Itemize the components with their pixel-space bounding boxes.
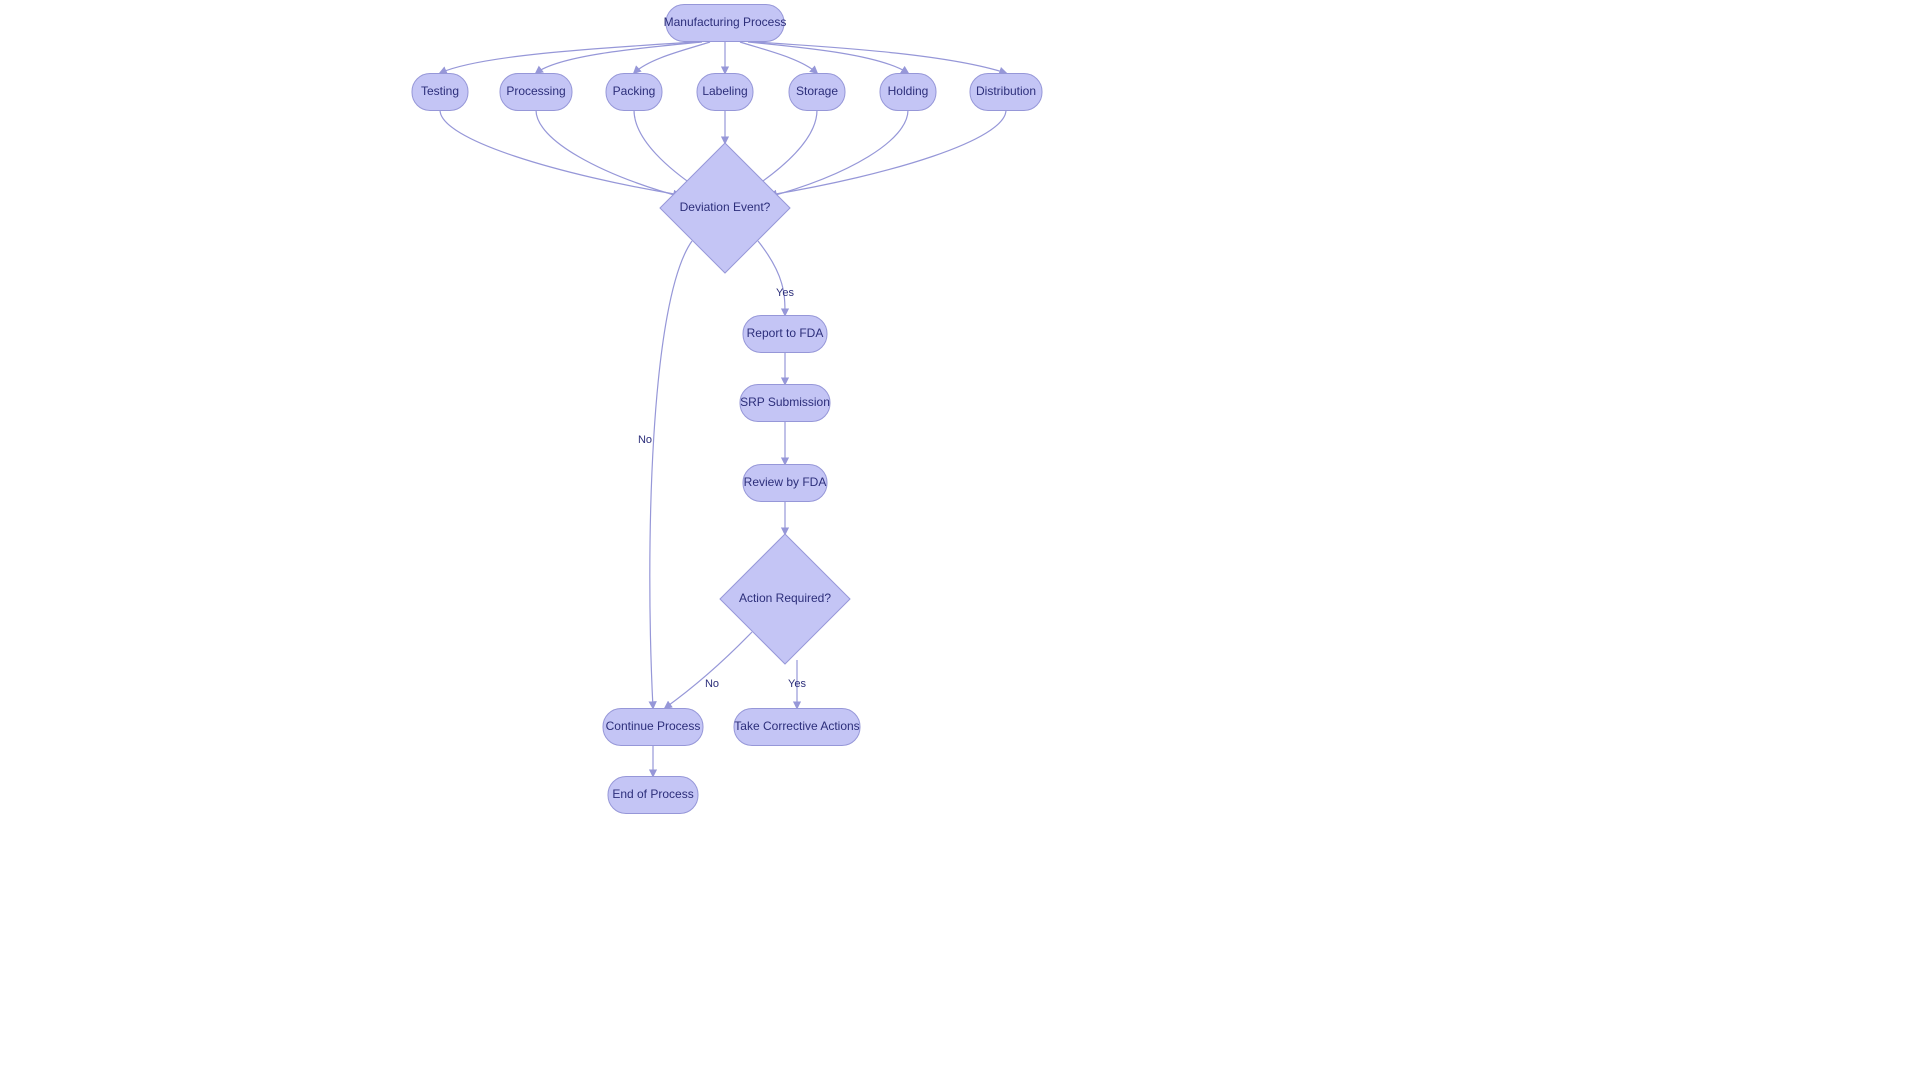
node-storage: Storage <box>789 74 845 111</box>
node-end: End of Process <box>608 777 698 814</box>
node-packing: Packing <box>606 74 662 111</box>
node-srp: SRP Submission <box>740 385 830 422</box>
edge-processing-deviation <box>536 110 685 198</box>
edge-label-deviation-continue: No <box>638 434 652 446</box>
node-label-storage: Storage <box>796 84 838 98</box>
edge-action-continue <box>665 632 752 708</box>
node-dist: Distribution <box>970 74 1042 111</box>
node-label-holding: Holding <box>888 84 929 98</box>
node-label-continue: Continue Process <box>606 719 701 733</box>
node-label-deviation: Deviation Event? <box>680 200 771 214</box>
edge-mfg-storage <box>740 42 817 73</box>
node-label-end: End of Process <box>612 787 693 801</box>
node-label-testing: Testing <box>421 84 459 98</box>
node-label-dist: Distribution <box>976 84 1036 98</box>
node-label-report: Report to FDA <box>747 326 824 340</box>
node-labeling: Labeling <box>697 74 753 111</box>
edge-deviation-continue <box>650 241 692 708</box>
edge-label-action-corrective: Yes <box>788 678 806 690</box>
node-label-corrective: Take Corrective Actions <box>734 719 859 733</box>
flowchart-canvas: Manufacturing Process Testing Processing Pa… <box>0 0 1920 1080</box>
node-report: Report to FDA <box>743 316 827 353</box>
edge-deviation-report <box>758 241 785 315</box>
node-corrective: Take Corrective Actions <box>734 709 860 746</box>
edge-label-action-continue: No <box>705 678 719 690</box>
node-continue: Continue Process <box>603 709 703 746</box>
node-label-review: Review by FDA <box>744 475 827 489</box>
node-label-packing: Packing <box>613 84 656 98</box>
node-label-mfg: Manufacturing Process <box>664 15 787 29</box>
node-deviation: Deviation Event? <box>660 143 790 273</box>
edge-dist-deviation <box>770 110 1006 195</box>
edge-label-deviation-report: Yes <box>776 287 794 299</box>
node-processing: Processing <box>500 74 572 111</box>
node-label-processing: Processing <box>506 84 565 98</box>
node-mfg: Manufacturing Process <box>664 5 787 42</box>
node-testing: Testing <box>412 74 468 111</box>
node-holding: Holding <box>880 74 936 111</box>
edge-mfg-packing <box>634 42 710 73</box>
edge-testing-deviation <box>440 110 680 195</box>
node-label-srp: SRP Submission <box>740 395 830 409</box>
edge-holding-deviation <box>765 110 908 198</box>
node-review: Review by FDA <box>743 465 827 502</box>
node-label-action: Action Required? <box>739 591 831 605</box>
node-label-labeling: Labeling <box>702 84 747 98</box>
